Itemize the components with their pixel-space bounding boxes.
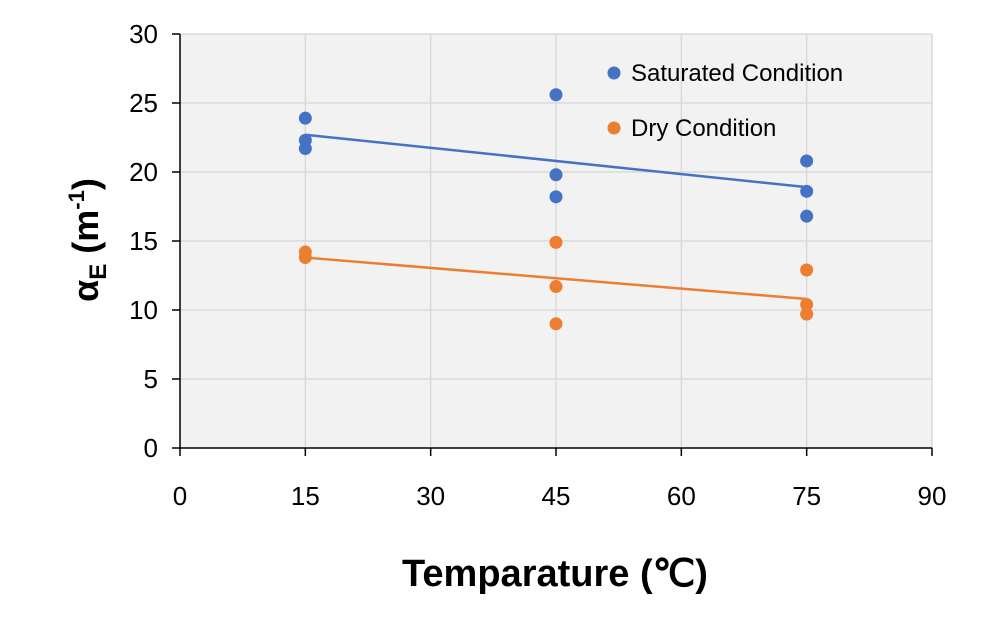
x-tick-label: 60 — [667, 481, 696, 511]
data-point-saturated-condition — [800, 154, 814, 168]
x-axis-title: Temparature (℃) — [402, 553, 708, 595]
data-point-saturated-condition — [800, 184, 814, 198]
y-axis-title-symbol: α — [65, 280, 106, 302]
data-point-saturated-condition — [298, 111, 312, 125]
x-tick-label: 90 — [918, 481, 947, 511]
data-point-dry-condition — [800, 263, 814, 277]
legend-marker-dry-condition — [607, 121, 621, 135]
legend-marker-saturated-condition — [607, 66, 621, 80]
data-point-saturated-condition — [800, 209, 814, 223]
y-tick-label: 20 — [129, 157, 158, 187]
data-point-dry-condition — [800, 297, 814, 311]
legend-label-dry-condition: Dry Condition — [631, 115, 776, 142]
data-point-saturated-condition — [298, 142, 312, 156]
data-point-saturated-condition — [549, 88, 563, 102]
x-tick-label: 0 — [173, 481, 187, 511]
y-axis-title-unit-exponent: -1 — [64, 190, 89, 210]
legend-label-saturated-condition: Saturated Condition — [631, 60, 843, 87]
x-tick-label: 45 — [542, 481, 571, 511]
data-series — [298, 88, 814, 331]
data-point-dry-condition — [549, 280, 563, 294]
axes: 0 5 10 15 20 25 30 0 15 30 45 60 75 90 — [129, 19, 946, 511]
y-tick-label: 10 — [129, 295, 158, 325]
y-axis-title-unit: (m — [65, 210, 106, 264]
x-tick-label: 30 — [416, 481, 445, 511]
trendline-saturated-condition — [305, 133, 807, 189]
y-tick-label: 15 — [129, 226, 158, 256]
series-dry-condition — [298, 235, 814, 331]
series-saturated-condition — [298, 88, 814, 223]
y-axis-title-subscript: E — [85, 264, 112, 280]
y-axis-title: αE (m-1) — [64, 178, 112, 302]
y-tick-label: 5 — [144, 364, 158, 394]
x-tick-label: 15 — [291, 481, 320, 511]
y-tick-label: 30 — [129, 19, 158, 49]
data-point-saturated-condition — [549, 190, 563, 204]
y-tick-label: 25 — [129, 88, 158, 118]
data-point-dry-condition — [298, 251, 312, 265]
data-point-dry-condition — [549, 317, 563, 331]
trendline-dry-condition — [305, 256, 807, 301]
y-tick-label: 0 — [144, 433, 158, 463]
legend: Saturated Condition Dry Condition — [607, 60, 843, 142]
x-tick-label: 75 — [792, 481, 821, 511]
data-point-dry-condition — [800, 307, 814, 321]
data-point-dry-condition — [549, 235, 563, 249]
y-axis-title-unit-close: ) — [65, 178, 106, 190]
data-point-saturated-condition — [549, 168, 563, 182]
